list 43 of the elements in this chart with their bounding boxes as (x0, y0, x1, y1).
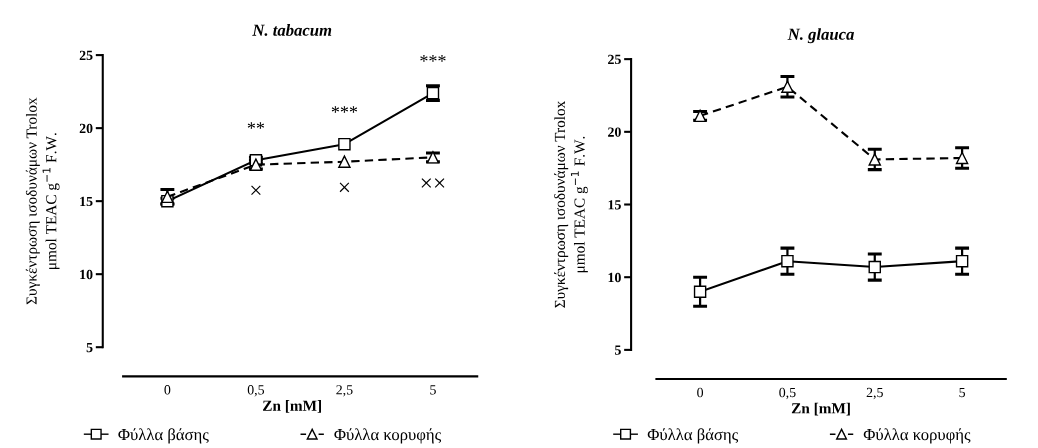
point (338, 155, 351, 168)
y-tick-label: 25 (79, 50, 93, 61)
x-tick-label: 0,5 (779, 387, 796, 400)
annotation: *** (420, 55, 446, 62)
x-axis-title: Zn [mM] (263, 400, 321, 413)
legend-label: Φύλλα κορυφής (334, 428, 442, 444)
x-tick-label: 2,5 (866, 387, 883, 400)
point (955, 151, 969, 165)
annotation: *** (331, 106, 358, 113)
point (338, 137, 351, 151)
annotation: × (339, 182, 350, 193)
y-tick-label: 20 (608, 127, 621, 137)
annotation: ×× (421, 178, 445, 188)
x-tick-label: 0 (164, 385, 171, 395)
y-tick-label: 25 (608, 54, 621, 65)
y-axis-title: Συγκέντρωση ισοδυνάμων Trolox μmol TEAC g$^{−1}$ F.W. (25, 97, 60, 305)
point (693, 285, 707, 298)
x-tick-label: 5 (430, 385, 436, 395)
point (868, 153, 882, 166)
y-tick-label: 15 (608, 200, 621, 210)
x-tick-label: 2,5 (336, 385, 353, 397)
chart-title: N. tabacum (252, 24, 332, 36)
x-tick-label: 0,5 (247, 385, 265, 397)
x-axis-title: Zn [mM] (791, 402, 850, 416)
point (868, 260, 882, 274)
y-tick-label: 10 (608, 272, 621, 283)
chart-title: N. glauca (787, 28, 854, 44)
y-tick-label: 20 (79, 123, 93, 134)
point (781, 254, 794, 268)
x-tick-label: 5 (959, 387, 966, 398)
y-tick-label: 5 (614, 345, 621, 355)
x-tick-label: 0 (697, 387, 704, 398)
point (955, 254, 969, 268)
y-tick-label: 10 (80, 269, 93, 280)
y-tick-label: 15 (80, 196, 93, 207)
annotation: ** (247, 122, 265, 129)
annotation: × (251, 185, 261, 196)
legend-label: Φύλλα βάσης (647, 428, 739, 444)
point (781, 80, 794, 94)
legend-label: Φύλλα βάσης (118, 428, 209, 444)
legend-label: Φύλλα κορυφής (863, 428, 971, 444)
y-tick-label: 5 (86, 342, 93, 353)
y-axis-title: Συγκέντρωση ισοδυνάμων Trolox μmol TEAC g$^{−1}$ F.W. (554, 100, 588, 308)
